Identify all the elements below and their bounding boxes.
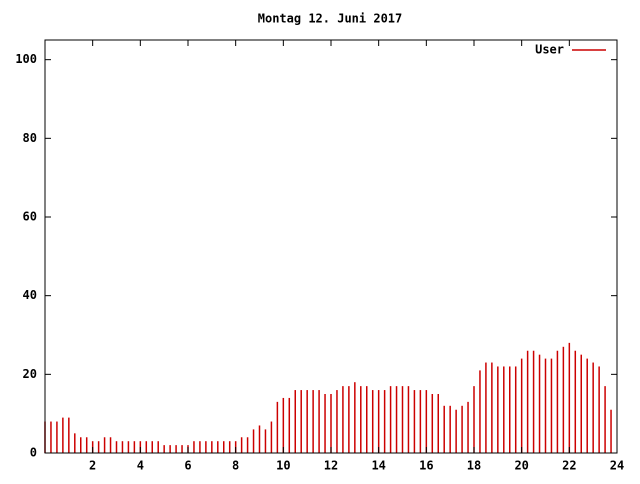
x-tick-label: 4	[137, 459, 144, 473]
y-tick-label: 80	[23, 131, 37, 145]
x-tick-label: 10	[276, 459, 290, 473]
x-tick-label: 14	[371, 459, 385, 473]
x-tick-label: 16	[419, 459, 433, 473]
y-tick-label: 20	[23, 367, 37, 381]
x-tick-label: 8	[232, 459, 239, 473]
y-tick-label: 0	[30, 446, 37, 460]
y-tick-label: 40	[23, 288, 37, 302]
y-tick-label: 100	[15, 52, 37, 66]
x-tick-label: 6	[184, 459, 191, 473]
chart-title: Montag 12. Juni 2017	[258, 12, 403, 26]
plot-frame	[44, 39, 618, 454]
legend-label: User	[535, 43, 564, 57]
y-tick-label: 60	[23, 210, 37, 224]
x-tick-label: 18	[467, 459, 481, 473]
x-tick-label: 22	[562, 459, 576, 473]
x-tick-label: 20	[514, 459, 528, 473]
x-tick-label: 2	[89, 459, 96, 473]
x-tick-label: 24	[610, 459, 624, 473]
x-tick-label: 12	[324, 459, 338, 473]
